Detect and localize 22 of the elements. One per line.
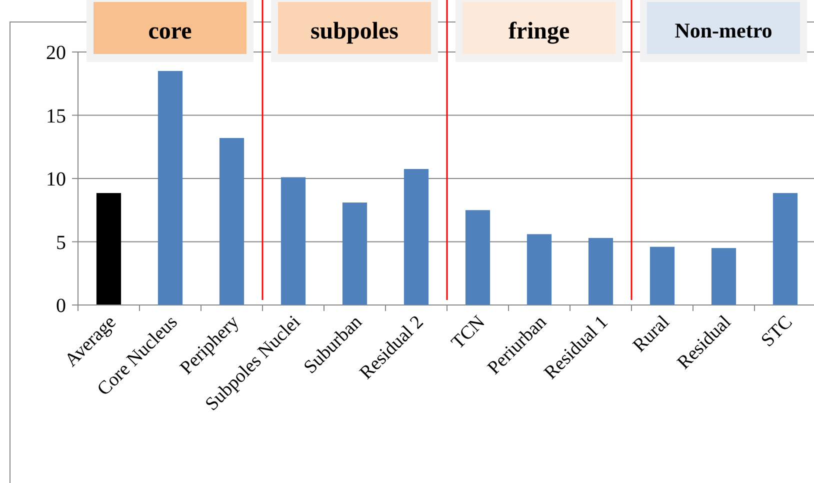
text: subpoles: [310, 18, 399, 44]
bar: [96, 193, 122, 305]
bar: [158, 70, 183, 305]
text: core: [148, 18, 192, 44]
bar: [280, 177, 306, 305]
bar: [650, 246, 675, 305]
y-tick-label: 5: [56, 232, 66, 254]
x-tick-label: STC: [757, 312, 797, 352]
bar: [404, 169, 429, 305]
bar: [772, 193, 798, 305]
y-tick-label: 15: [46, 105, 66, 128]
y-tick-label: 10: [46, 168, 66, 190]
bar: [219, 138, 244, 305]
bar: [465, 210, 490, 305]
bar: [526, 234, 552, 305]
bar: [342, 202, 368, 305]
text: fringe: [508, 18, 570, 44]
y-tick-label: 20: [46, 42, 66, 64]
bar: [588, 238, 614, 305]
bar: [711, 248, 736, 305]
y-tick-label: 0: [56, 295, 66, 317]
text: Non-metro: [674, 18, 772, 42]
